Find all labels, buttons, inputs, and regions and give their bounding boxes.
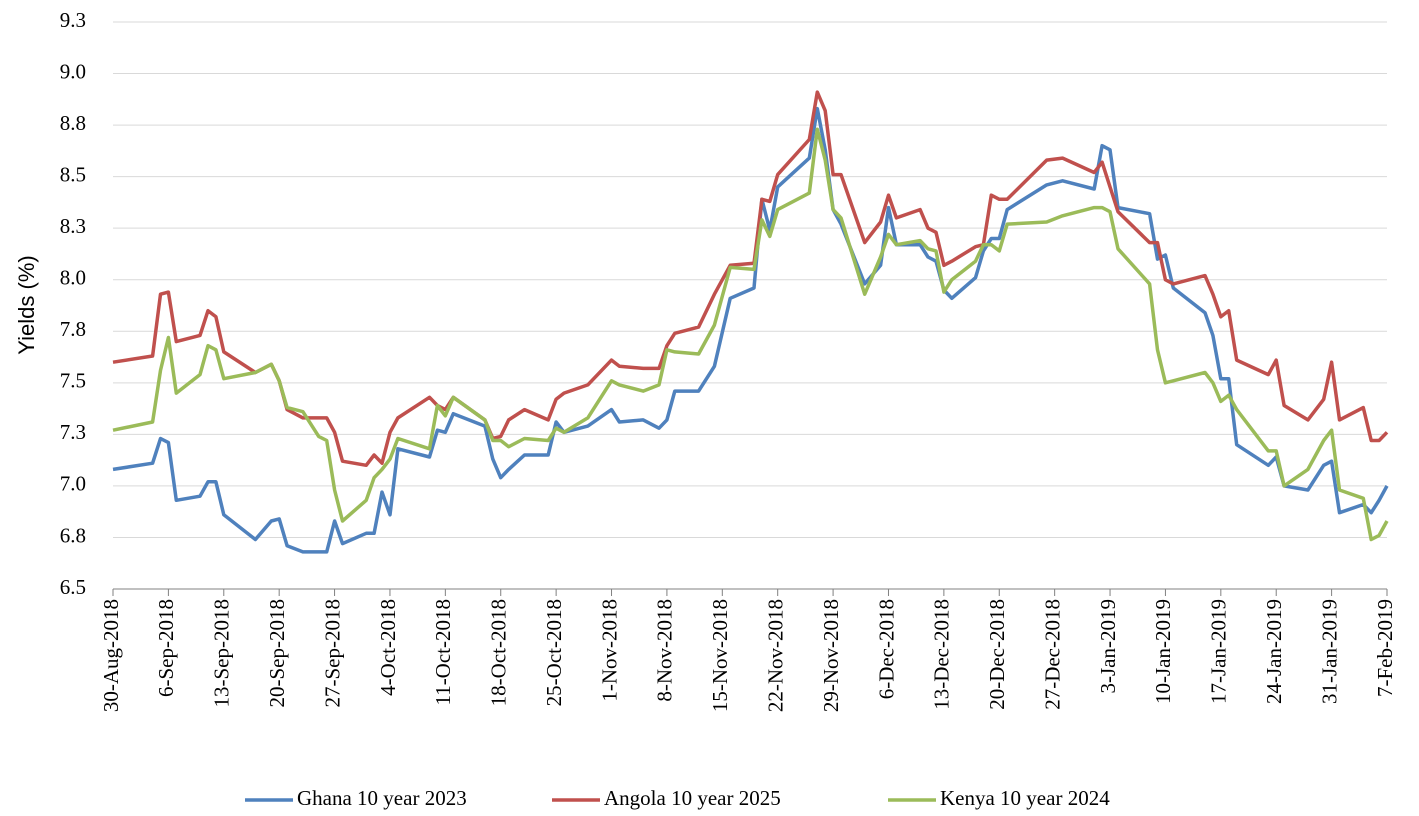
x-tick-label: 1-Nov-2018 [597,599,621,702]
x-tick-label: 27-Sep-2018 [320,599,344,708]
y-tick-label: 7.3 [60,420,86,444]
x-tick-label: 8-Nov-2018 [653,599,677,702]
x-tick-label: 24-Jan-2019 [1262,599,1286,704]
x-tick-label: 20-Dec-2018 [985,599,1009,710]
y-tick-label: 9.0 [60,59,86,83]
x-tick-label: 7-Feb-2019 [1373,599,1397,697]
y-tick-label: 8.3 [60,214,86,238]
x-tick-label: 29-Nov-2018 [819,599,843,712]
y-tick-label: 7.8 [60,317,86,341]
x-tick-label: 4-Oct-2018 [376,599,400,696]
y-tick-label: 7.0 [60,472,86,496]
y-tick-label: 6.5 [60,575,86,599]
legend-label: Ghana 10 year 2023 [297,786,467,810]
x-tick-label: 25-Oct-2018 [542,599,566,706]
x-tick-label: 17-Jan-2019 [1207,599,1231,704]
x-tick-label: 22-Nov-2018 [764,599,788,712]
series-line [112,90,1389,468]
x-tick-label: 6-Dec-2018 [874,599,898,699]
series-line [112,106,1389,554]
x-tick-label: 18-Oct-2018 [487,599,511,706]
x-tick-label: 27-Dec-2018 [1040,599,1064,710]
x-tick-label: 30-Aug-2018 [99,599,123,712]
x-tick-label: 13-Dec-2018 [930,599,954,710]
y-axis-label: Yields (%) [14,255,39,354]
legend-label: Angola 10 year 2025 [604,786,781,810]
y-tick-label: 8.8 [60,111,86,135]
y-tick-label: 7.5 [60,369,86,393]
y-tick-label: 9.3 [60,8,86,32]
y-tick-label: 8.0 [60,266,86,290]
x-tick-label: 11-Oct-2018 [431,599,455,706]
y-tick-label: 8.5 [60,162,86,186]
x-tick-label: 20-Sep-2018 [265,599,289,708]
x-tick-label: 10-Jan-2019 [1151,599,1175,704]
x-tick-label: 13-Sep-2018 [210,599,234,708]
x-tick-label: 15-Nov-2018 [708,599,732,712]
series-line [112,127,1389,542]
legend-label: Kenya 10 year 2024 [940,786,1110,810]
x-tick-label: 31-Jan-2019 [1317,599,1341,704]
x-tick-label: 3-Jan-2019 [1096,599,1120,693]
x-tick-label: 6-Sep-2018 [154,599,178,697]
y-tick-label: 6.8 [60,523,86,547]
